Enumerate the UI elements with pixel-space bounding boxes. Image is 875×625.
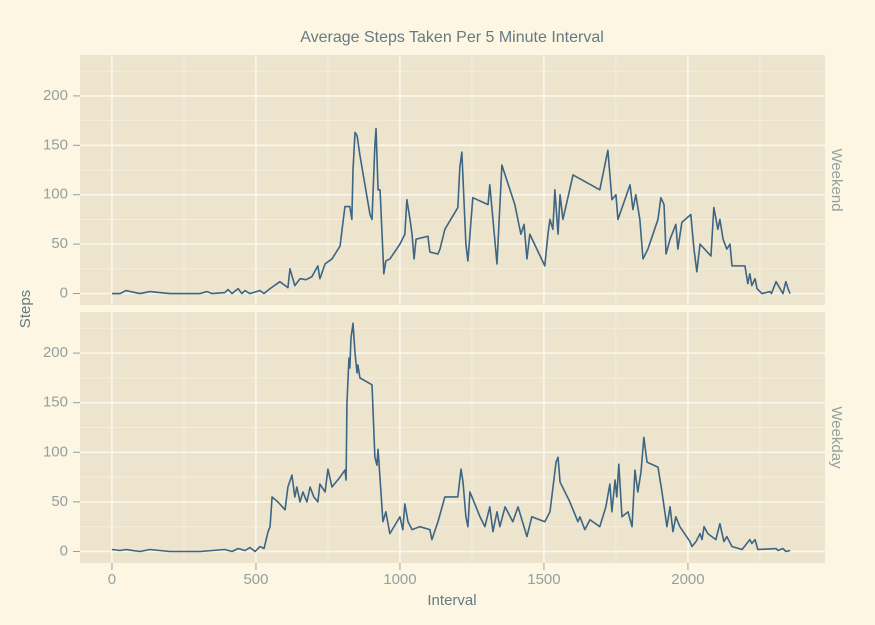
x-tick-label: 1500	[527, 571, 560, 588]
y-tick-label: 0	[60, 285, 68, 302]
panel-background	[80, 312, 825, 563]
y-tick-label: 150	[43, 136, 68, 153]
data-line	[111, 322, 791, 553]
x-tick-label: 1000	[383, 571, 416, 588]
x-axis-label: Interval	[427, 592, 476, 609]
y-tick-label: 150	[43, 394, 68, 411]
y-axis-label: Steps	[17, 290, 34, 328]
y-tick-label: 0	[60, 542, 68, 559]
x-tick-label: 2000	[671, 571, 704, 588]
y-tick-label: 50	[51, 235, 68, 252]
y-tick-label: 100	[43, 186, 68, 203]
y-tick-label: 50	[51, 493, 68, 510]
x-tick-label: 500	[243, 571, 268, 588]
y-tick-label: 200	[43, 344, 68, 361]
facet-label: Weekday	[828, 406, 845, 469]
panel-background	[80, 55, 825, 305]
y-tick-label: 100	[43, 443, 68, 460]
data-line	[111, 127, 791, 295]
facet-label: Weekend	[828, 148, 845, 211]
y-tick-label: 200	[43, 87, 68, 104]
x-tick-label: 0	[108, 571, 116, 588]
chart-title: Average Steps Taken Per 5 Minute Interva…	[300, 29, 604, 46]
